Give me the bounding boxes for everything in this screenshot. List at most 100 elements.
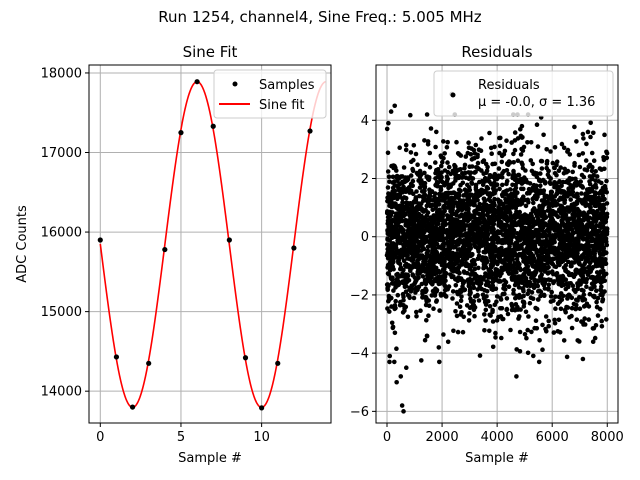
residual-point	[564, 246, 569, 252]
residual-point	[537, 338, 542, 343]
residual-point	[599, 217, 604, 222]
residual-point	[575, 247, 581, 253]
residual-point	[460, 180, 466, 186]
legend-residuals-marker	[450, 92, 456, 98]
residual-point	[413, 206, 419, 212]
residual-point	[513, 222, 519, 227]
residual-point	[500, 182, 505, 188]
residual-point	[591, 326, 597, 331]
residual-point	[517, 292, 522, 298]
residual-point	[476, 253, 482, 259]
residual-point	[385, 169, 391, 174]
residual-point	[523, 268, 529, 273]
residual-point	[442, 277, 447, 282]
residual-point	[575, 229, 581, 234]
residual-point	[454, 218, 459, 223]
legend-samples-marker	[232, 81, 238, 87]
residual-point	[583, 203, 588, 208]
sample-point	[226, 237, 232, 243]
residual-point	[437, 359, 442, 365]
residual-point	[583, 192, 588, 198]
residual-point	[412, 219, 417, 224]
residual-point	[400, 174, 405, 179]
residual-point	[591, 172, 596, 178]
residual-point	[603, 186, 608, 192]
residuals-plot-area	[384, 91, 610, 414]
residual-point	[448, 182, 454, 187]
residual-point	[513, 252, 519, 258]
residual-point	[520, 135, 525, 140]
residual-outlier-point	[394, 379, 399, 385]
residual-point	[525, 244, 530, 249]
residual-point	[405, 314, 411, 320]
residual-point	[555, 275, 561, 280]
residual-point	[581, 304, 587, 309]
residual-point	[573, 193, 579, 199]
residual-point	[490, 307, 495, 313]
residual-point	[565, 190, 571, 195]
residual-point	[433, 206, 438, 211]
residual-point	[448, 215, 454, 221]
residual-point	[473, 182, 479, 188]
residual-point	[463, 154, 469, 159]
residual-point	[574, 199, 580, 204]
residual-point	[532, 277, 538, 283]
residual-point	[408, 150, 414, 155]
residual-point	[466, 318, 472, 323]
residual-point	[472, 170, 477, 175]
residual-point	[543, 326, 548, 332]
residual-point	[419, 214, 424, 220]
sine-fit-y-tick-label: 14000	[41, 385, 82, 400]
residual-point	[483, 225, 488, 230]
residual-point	[509, 191, 514, 197]
residual-point	[595, 295, 601, 301]
residual-point	[568, 183, 573, 188]
residual-point	[475, 165, 480, 171]
residual-point	[550, 261, 556, 267]
residual-point	[480, 292, 486, 298]
sine-fit-y-tick-label: 17000	[41, 146, 82, 161]
residual-point	[599, 180, 604, 186]
residual-point	[540, 218, 545, 223]
residual-point	[446, 254, 452, 260]
residual-point	[582, 216, 587, 221]
residual-point	[507, 244, 512, 249]
residual-point	[571, 243, 576, 249]
residual-point	[557, 236, 562, 242]
residual-point	[485, 236, 491, 242]
residual-point	[417, 206, 422, 212]
residual-point	[490, 213, 496, 219]
residual-point	[530, 161, 535, 167]
residual-point	[385, 228, 390, 233]
sample-point	[113, 354, 120, 360]
residual-point	[569, 325, 575, 331]
residual-point	[518, 152, 524, 157]
residual-point	[475, 197, 480, 203]
residual-point	[499, 153, 505, 159]
residual-point	[392, 189, 397, 195]
residual-point	[604, 226, 610, 232]
residual-point	[396, 251, 402, 256]
residual-point	[599, 232, 604, 238]
residual-point	[581, 292, 587, 298]
residuals-x-tick-label: 4000	[481, 430, 514, 445]
residual-point	[553, 181, 559, 186]
residual-point	[496, 314, 501, 320]
residual-point	[560, 207, 565, 212]
residual-point	[566, 209, 572, 214]
residual-outlier-point	[602, 132, 607, 138]
residual-point	[434, 221, 439, 227]
residual-point	[456, 187, 462, 193]
residual-outlier-point	[519, 123, 525, 129]
residual-point	[513, 205, 519, 211]
residual-point	[582, 243, 587, 249]
residual-point	[507, 258, 513, 264]
residual-point	[548, 294, 554, 299]
residual-point	[544, 258, 550, 264]
residual-point	[431, 240, 437, 245]
residual-point	[448, 171, 454, 177]
residual-point	[505, 269, 511, 274]
residual-point	[572, 124, 577, 130]
sample-point	[97, 237, 103, 243]
residual-point	[555, 329, 561, 334]
